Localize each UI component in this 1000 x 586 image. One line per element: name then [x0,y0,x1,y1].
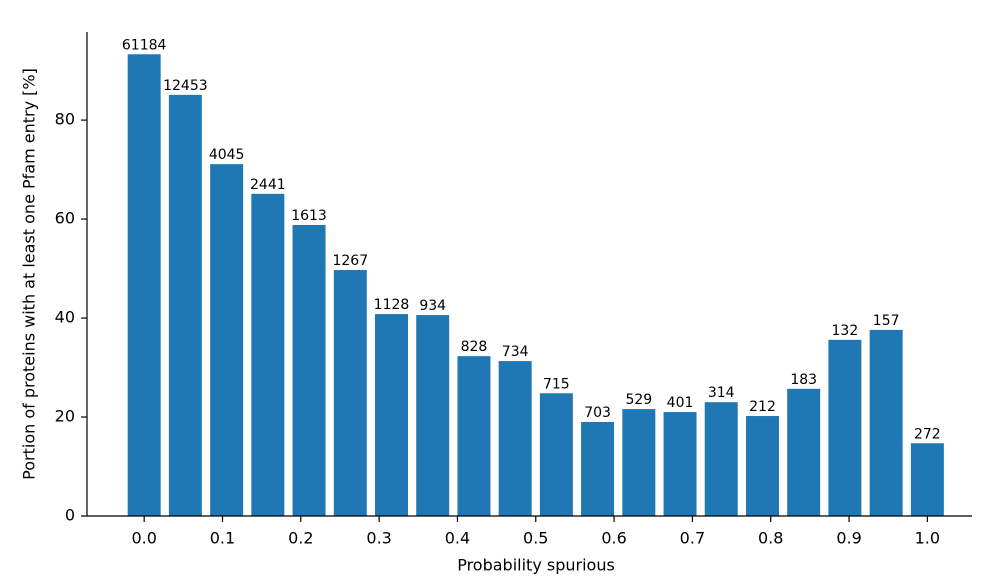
y-axis-label: Portion of proteins with at least one Pf… [20,68,39,480]
bar-label: 1128 [374,297,410,313]
bar [539,393,573,516]
bar [168,94,202,517]
bar [828,339,862,516]
x-tick-label: 0.3 [366,529,391,548]
bar-label: 183 [790,372,817,388]
y-tick-label: 40 [55,308,75,327]
bar-label: 401 [667,395,694,411]
bar [869,329,903,516]
y-tick-label: 80 [55,110,75,129]
bar [581,421,615,516]
bar [251,193,285,516]
bar [787,388,821,516]
bar-label: 272 [914,426,941,442]
bar [663,412,697,516]
x-tick-label: 0.8 [758,529,783,548]
x-tick-label: 0.0 [131,529,156,548]
bar-label: 1267 [332,253,368,269]
bar-label: 314 [708,385,735,401]
y-tick-label: 60 [55,209,75,228]
bar [498,361,532,516]
bar [457,356,491,516]
x-tick-label: 0.2 [288,529,313,548]
x-tick-label: 0.6 [601,529,626,548]
y-tick-label: 20 [55,407,75,426]
bar-label: 703 [584,405,611,421]
x-tick-label: 1.0 [915,529,940,548]
bar-label: 4045 [209,147,245,163]
x-tick-label: 0.4 [445,529,470,548]
bar-label: 1613 [291,208,327,224]
x-tick-label: 0.9 [836,529,861,548]
x-tick-label: 0.5 [523,529,548,548]
bar [333,270,367,516]
bar [704,402,738,516]
bar [292,225,326,516]
bar-label: 12453 [163,78,208,94]
bar-label: 529 [625,392,652,408]
bar [127,54,161,517]
y-tick-label: 0 [65,506,75,525]
bar-label: 934 [419,298,446,314]
bar-label: 212 [749,399,776,415]
bar-label: 715 [543,376,570,392]
bar [416,315,450,516]
bar-label: 157 [873,313,900,329]
bar-label: 61184 [122,37,167,53]
bar-label: 734 [502,344,529,360]
bar [622,409,656,516]
x-tick-label: 0.1 [210,529,235,548]
bar [375,314,408,516]
x-axis-label: Probability spurious [457,556,615,575]
x-tick-label: 0.7 [680,529,705,548]
bar-label: 828 [461,339,488,355]
bar [746,416,779,516]
bar [210,164,244,517]
bar-label: 2441 [250,177,286,193]
bar [910,443,944,516]
bar-label: 132 [832,323,859,339]
